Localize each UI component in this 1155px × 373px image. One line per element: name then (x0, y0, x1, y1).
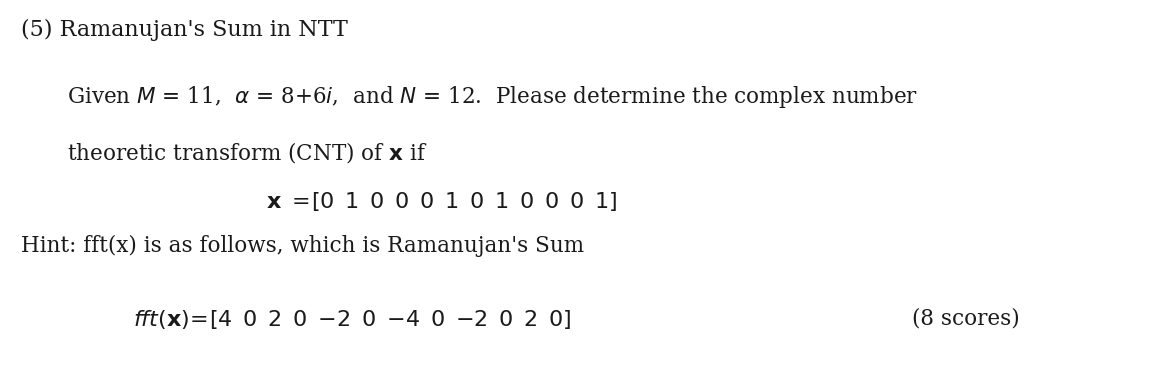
Text: Hint: fft(x) is as follows, which is Ramanujan's Sum: Hint: fft(x) is as follows, which is Ram… (21, 235, 584, 257)
Text: (5) Ramanujan's Sum in NTT: (5) Ramanujan's Sum in NTT (21, 19, 348, 41)
Text: (8 scores): (8 scores) (912, 308, 1020, 330)
Text: Given $M$ = 11,  $\alpha$ = 8+6$i$,  and $N$ = 12.  Please determine the complex: Given $M$ = 11, $\alpha$ = 8+6$i$, and $… (67, 84, 918, 110)
Text: $\mathbf{x}$ $=\!\left[0 \enspace 1 \enspace 0 \enspace 0 \enspace 0 \enspace 1 : $\mathbf{x}$ $=\!\left[0 \enspace 1 \ens… (266, 190, 617, 213)
Text: theoretic transform (CNT) of $\mathbf{x}$ if: theoretic transform (CNT) of $\mathbf{x}… (67, 140, 427, 165)
Text: $\mathit{fft}(\mathbf{x})\!=\!\left[4 \enspace 0 \enspace 2 \enspace 0 \enspace : $\mathit{fft}(\mathbf{x})\!=\!\left[4 \e… (133, 308, 572, 331)
